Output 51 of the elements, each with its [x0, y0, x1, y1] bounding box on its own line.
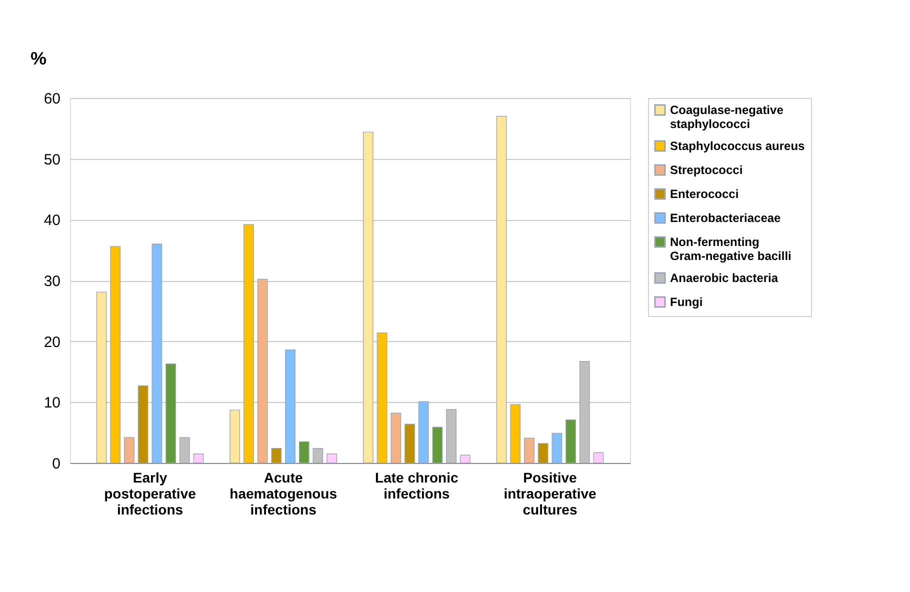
y-tick-label: 30 [44, 273, 60, 290]
legend-label: Anaerobic bacteria [670, 271, 778, 285]
y-axis-title: % [30, 48, 47, 68]
bar [124, 437, 134, 464]
bar [376, 332, 388, 464]
bar [566, 419, 576, 464]
bar [496, 116, 507, 464]
y-tick-label: 0 [52, 456, 60, 472]
y-tick-label: 60 [44, 90, 60, 108]
bar [593, 452, 604, 464]
x-tick-label: Acute haematogenous infections [230, 470, 338, 518]
legend-label: Coagulase-negative staphylococci [670, 103, 784, 131]
bar [432, 426, 443, 464]
bar [110, 246, 121, 464]
bar [446, 409, 456, 464]
bar [460, 454, 470, 464]
y-tick-label: 10 [44, 394, 60, 412]
legend-label: Non-fermenting Gram-negative bacilli [670, 235, 792, 263]
x-tick-label: Early postoperative infections [104, 470, 196, 518]
bar [510, 404, 521, 464]
x-tick-label: Late chronic infections [375, 470, 458, 502]
bar [298, 441, 310, 464]
bar [96, 292, 107, 464]
bar [271, 448, 282, 464]
bar [524, 438, 534, 464]
y-tick-label: 40 [44, 212, 60, 230]
legend-label: Streptococci [670, 163, 743, 177]
bar [418, 401, 429, 464]
bar [312, 448, 324, 464]
bar [285, 350, 296, 464]
bar [230, 410, 240, 464]
legend-label: Enterococci [670, 187, 739, 201]
bar [538, 443, 548, 464]
bar [166, 363, 176, 464]
bar [326, 454, 338, 464]
x-tick-label: Positive intraoperative cultures [504, 470, 597, 518]
bar [179, 437, 190, 464]
bar [244, 224, 254, 464]
legend-label: Enterobacteriaceae [670, 211, 782, 225]
bar [257, 278, 268, 464]
legend-label: Staphylococcus aureus [670, 139, 806, 153]
bar [404, 424, 415, 464]
bar [193, 454, 204, 464]
bar [390, 412, 402, 464]
y-tick-label: 20 [44, 334, 60, 351]
y-tick-label: 50 [44, 151, 60, 168]
legend-label: Fungi [670, 295, 703, 309]
bar [152, 244, 162, 464]
bar [362, 132, 374, 464]
bar [552, 432, 562, 464]
bar [138, 385, 148, 464]
